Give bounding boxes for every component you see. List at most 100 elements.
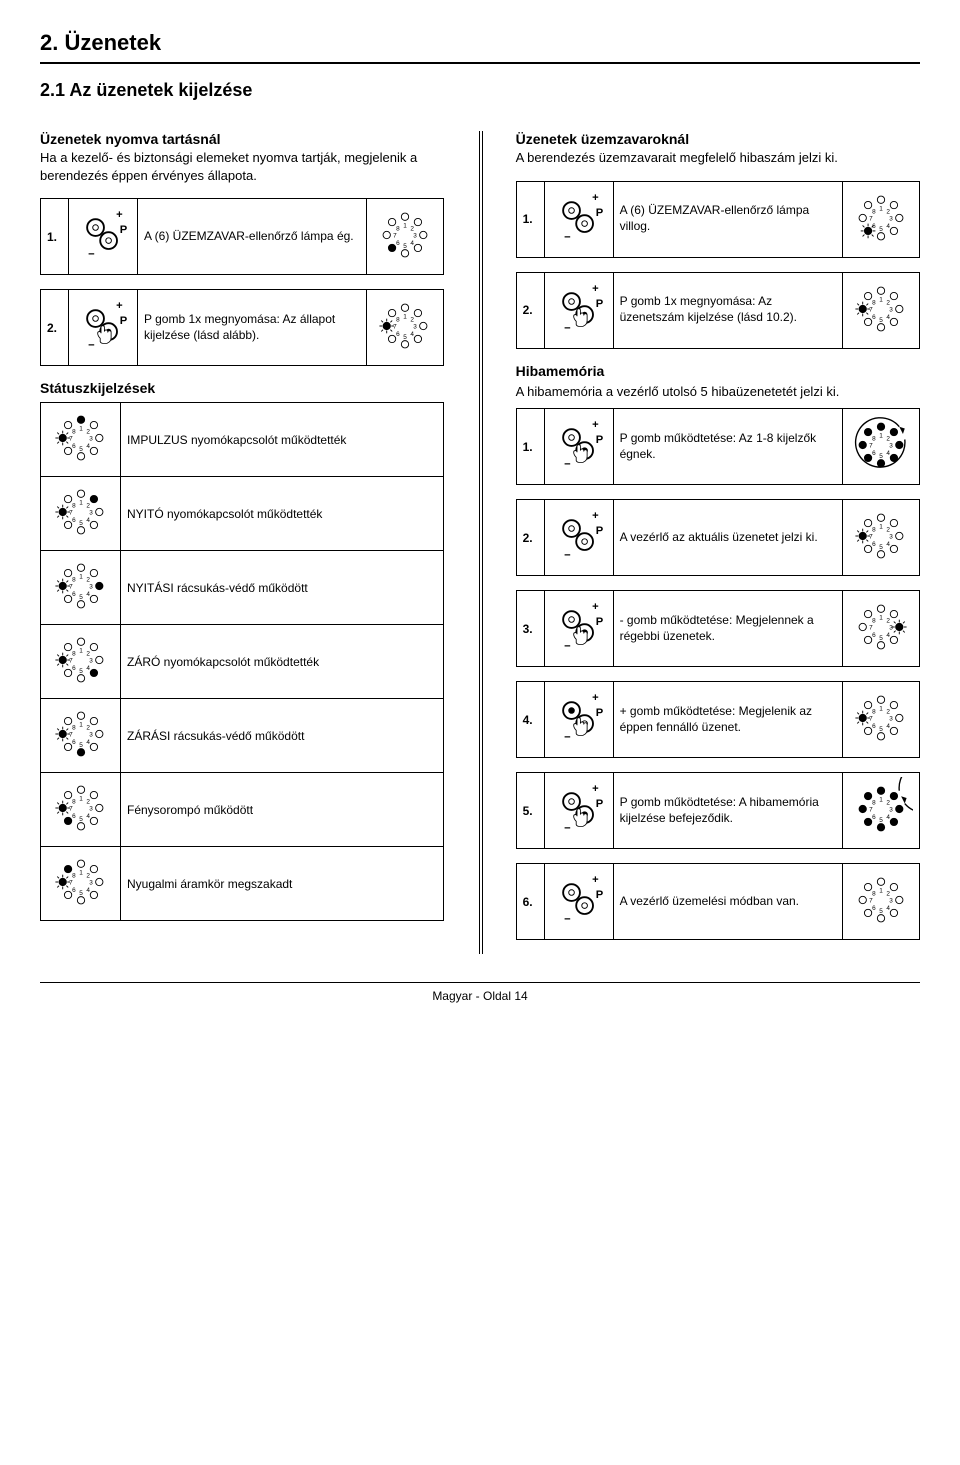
step-number: 4. — [516, 682, 544, 758]
svg-text:5: 5 — [79, 668, 83, 675]
svg-text:−: − — [88, 339, 95, 351]
svg-text:1: 1 — [79, 648, 83, 655]
svg-text:8: 8 — [72, 725, 76, 732]
knob-press-icon: + P − — [69, 290, 138, 366]
svg-text:2: 2 — [886, 800, 890, 807]
knob-icon: + P − — [69, 199, 138, 275]
svg-text:1: 1 — [79, 796, 83, 803]
status-text: Nyugalmi áramkör megszakadt — [121, 847, 444, 921]
svg-text:+: + — [592, 783, 599, 795]
led-ring-icon: 12345678 — [842, 591, 919, 667]
svg-text:4: 4 — [886, 313, 890, 320]
step-number: 1. — [516, 409, 544, 485]
svg-text:6: 6 — [872, 905, 876, 912]
svg-text:6: 6 — [72, 739, 76, 746]
svg-text:6: 6 — [72, 443, 76, 450]
svg-text:6: 6 — [72, 665, 76, 672]
svg-text:8: 8 — [872, 527, 876, 534]
svg-text:3: 3 — [889, 807, 893, 814]
step-number: 5. — [516, 773, 544, 849]
svg-text:4: 4 — [86, 813, 90, 820]
svg-text:8: 8 — [872, 436, 876, 443]
svg-text:3: 3 — [889, 215, 893, 222]
svg-text:6: 6 — [72, 887, 76, 894]
status-row: 12345678NYITÓ nyomókapcsolót működtették — [41, 477, 444, 551]
svg-text:7: 7 — [869, 807, 873, 814]
step-text: A vezérlő az aktuális üzenetet jelzi ki. — [613, 500, 842, 576]
memory-step: 2. + P − A vezérlő az aktuális üzenetet … — [516, 499, 920, 576]
svg-text:5: 5 — [879, 726, 883, 733]
left-step-1: 1. + P − A (6) ÜZEMZAVAR-ellenőrző lámpa — [40, 198, 444, 275]
svg-text:5: 5 — [879, 908, 883, 915]
svg-text:4: 4 — [411, 240, 415, 247]
svg-text:4: 4 — [886, 632, 890, 639]
led-ring-icon: 12345678 — [842, 773, 919, 849]
svg-text:−: − — [88, 248, 95, 260]
column-separator — [462, 131, 497, 954]
knob-icon: + P − — [544, 864, 613, 940]
memory-step: 5. + P − P gomb működtetése: A hibamemór… — [516, 772, 920, 849]
svg-text:8: 8 — [396, 317, 400, 324]
left-intro-body: Ha a kezelő- és biztonsági elemeket nyom… — [40, 149, 444, 184]
svg-text:4: 4 — [886, 450, 890, 457]
led-ring-icon: 12345678 — [41, 847, 121, 921]
svg-text:1: 1 — [879, 615, 883, 622]
step-text: A (6) ÜZEMZAVAR-ellenőrző lámpa ég. — [138, 199, 367, 275]
svg-text:1: 1 — [879, 888, 883, 895]
svg-text:7: 7 — [394, 233, 398, 240]
svg-text:7: 7 — [869, 716, 873, 723]
svg-text:1: 1 — [404, 223, 408, 230]
svg-text:3: 3 — [414, 233, 418, 240]
svg-text:6: 6 — [872, 814, 876, 821]
title-rule — [40, 62, 920, 64]
svg-text:8: 8 — [72, 503, 76, 510]
svg-text:5: 5 — [879, 453, 883, 460]
svg-text:+: + — [116, 300, 123, 312]
svg-text:P: P — [595, 207, 603, 219]
svg-text:1: 1 — [879, 433, 883, 440]
memory-step: 6. + P − A vezérlő üzemelési módban van.… — [516, 863, 920, 940]
svg-text:6: 6 — [72, 591, 76, 598]
svg-text:6: 6 — [72, 813, 76, 820]
svg-text:2: 2 — [886, 891, 890, 898]
svg-text:4: 4 — [411, 331, 415, 338]
svg-text:5: 5 — [879, 544, 883, 551]
svg-text:+: + — [592, 601, 599, 613]
svg-text:+: + — [592, 419, 599, 431]
svg-text:5: 5 — [404, 243, 408, 250]
led-ring-icon: 12345678 — [41, 477, 121, 551]
knob-press-icon: + P − — [544, 272, 613, 348]
svg-text:P: P — [120, 224, 128, 236]
status-title: Státuszkijelzések — [40, 380, 444, 396]
svg-text:2: 2 — [86, 725, 90, 732]
svg-text:5: 5 — [79, 816, 83, 823]
status-text: IMPULZUS nyomókapcsolót működtették — [121, 403, 444, 477]
knob-icon: + P − — [544, 773, 613, 849]
svg-text:7: 7 — [69, 510, 73, 517]
svg-text:4: 4 — [886, 541, 890, 548]
knob-icon: + P − — [544, 181, 613, 257]
svg-text:−: − — [564, 913, 571, 925]
step-text: P gomb működtetése: A hibamemória kijelz… — [613, 773, 842, 849]
svg-text:7: 7 — [869, 443, 873, 450]
svg-text:4: 4 — [886, 905, 890, 912]
svg-text:5: 5 — [79, 890, 83, 897]
left-intro-title: Üzenetek nyomva tartásnál — [40, 131, 444, 147]
svg-text:3: 3 — [414, 324, 418, 331]
svg-text:3: 3 — [89, 510, 93, 517]
memory-step: 1. + P − P gomb működtetése: Az 1-8 kije… — [516, 408, 920, 485]
svg-text:1: 1 — [404, 314, 408, 321]
svg-text:3: 3 — [889, 534, 893, 541]
svg-text:2: 2 — [886, 436, 890, 443]
svg-text:P: P — [595, 525, 603, 537]
step-text: + gomb működtetése: Megjelenik az éppen … — [613, 682, 842, 758]
svg-text:6: 6 — [872, 450, 876, 457]
svg-text:7: 7 — [869, 534, 873, 541]
status-text: ZÁRÁSI rácsukás-védő működött — [121, 699, 444, 773]
svg-text:6: 6 — [396, 331, 400, 338]
svg-text:2: 2 — [886, 527, 890, 534]
svg-text:6: 6 — [872, 723, 876, 730]
page-title: 2. Üzenetek — [40, 30, 920, 56]
status-row: 12345678IMPULZUS nyomókapcsolót működtet… — [41, 403, 444, 477]
svg-text:−: − — [564, 549, 571, 561]
